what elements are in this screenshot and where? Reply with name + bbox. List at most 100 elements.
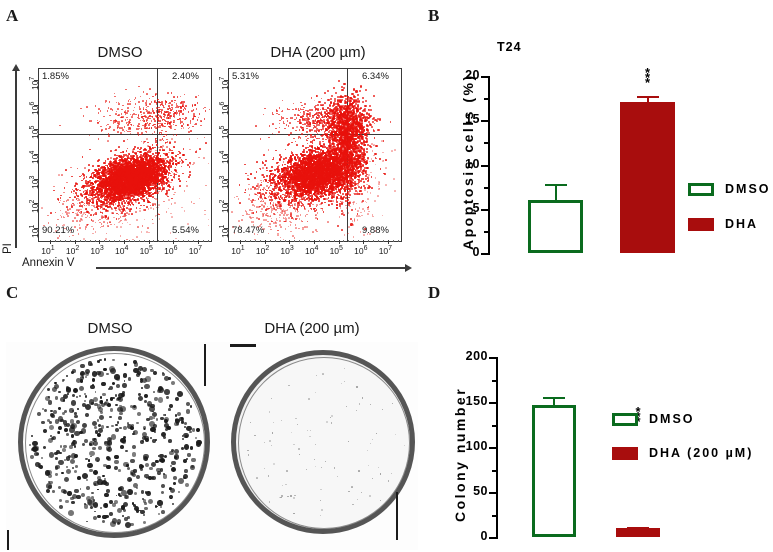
- flow-data-point: [90, 187, 92, 189]
- flow-x-tick-label: 106: [164, 245, 177, 256]
- flow-data-point: [68, 212, 70, 214]
- flow-data-point: [148, 232, 150, 234]
- flow-data-point: [180, 96, 182, 98]
- flow-data-point: [74, 217, 76, 219]
- flow-data-point: [125, 215, 127, 217]
- flow-data-point: [138, 86, 140, 88]
- flow-data-point: [85, 214, 87, 216]
- flow-data-point: [89, 177, 91, 179]
- flow-data-point: [79, 205, 81, 207]
- flow-data-point: [158, 180, 160, 182]
- flow-data-point: [58, 174, 60, 176]
- flow-data-point: [133, 113, 135, 115]
- flow-data-point: [111, 191, 113, 193]
- flow-y-tick-label: 103: [29, 175, 40, 188]
- flow-data-point: [152, 196, 154, 198]
- flow-data-point: [118, 222, 120, 224]
- flow-data-point: [161, 117, 163, 119]
- flow-data-point: [154, 131, 156, 133]
- flow-data-point: [107, 198, 109, 200]
- flow-data-point: [91, 120, 93, 122]
- flow-data-point: [143, 112, 145, 114]
- flow-data-point: [93, 176, 95, 178]
- flow-data-point: [167, 111, 169, 113]
- flow-data-point: [184, 94, 186, 96]
- flow-data-point: [140, 205, 142, 207]
- flow-data-point: [132, 159, 134, 161]
- flow-data-point: [182, 154, 184, 156]
- flow-data-point: [75, 182, 77, 184]
- flow-data-point: [160, 166, 162, 168]
- flow-data-point: [143, 205, 145, 207]
- flow-data-point: [118, 214, 120, 216]
- flow-data-point: [155, 198, 157, 200]
- flow-data-point: [129, 157, 131, 159]
- flow-data-point: [151, 166, 153, 168]
- flow-data-point: [92, 197, 94, 199]
- flow-data-point: [127, 110, 129, 112]
- flow-data-point: [180, 110, 182, 112]
- flow-data-point: [146, 132, 148, 134]
- flow-data-point: [154, 120, 156, 122]
- flow-data-point: [71, 205, 73, 207]
- flow-data-point: [92, 201, 94, 203]
- flow-data-point: [64, 187, 66, 189]
- flow-data-point: [97, 122, 99, 124]
- flow-data-point: [118, 146, 120, 148]
- flow-data-point: [118, 175, 120, 177]
- flow-data-point: [53, 186, 55, 188]
- flow-data-point: [62, 203, 64, 205]
- flow-data-point: [162, 147, 164, 149]
- flow-data-point: [103, 187, 105, 189]
- flow-data-point: [110, 120, 112, 122]
- flow-data-point: [110, 157, 112, 159]
- flow-data-point: [185, 108, 187, 110]
- flow-data-point: [62, 213, 64, 215]
- flow-x-minor-tick: [144, 240, 145, 242]
- flow-data-point: [124, 190, 126, 192]
- flow-data-point: [161, 123, 163, 125]
- flow-data-point: [182, 173, 184, 175]
- flow-data-point: [77, 229, 79, 231]
- flow-data-point: [144, 125, 146, 127]
- flow-data-point: [115, 186, 117, 188]
- flow-data-point: [117, 194, 119, 196]
- flow-data-point: [115, 120, 117, 122]
- flow-data-point: [142, 225, 144, 227]
- flow-data-point: [134, 107, 136, 109]
- flow-data-point: [83, 175, 85, 177]
- flow-data-point: [143, 143, 145, 145]
- flow-data-point: [105, 128, 107, 130]
- flow-data-point: [179, 115, 181, 117]
- flow-data-point: [174, 129, 176, 131]
- flow-data-point: [174, 158, 176, 160]
- flow-data-point: [122, 198, 124, 200]
- quadrant-divider-horizontal: [39, 134, 211, 135]
- flow-data-point: [172, 179, 174, 181]
- flow-data-point: [149, 146, 151, 148]
- flow-data-point: [104, 208, 106, 210]
- flow-y-tick-label: 101: [29, 224, 40, 237]
- flow-data-point: [140, 111, 142, 113]
- flow-data-point: [115, 210, 117, 212]
- flow-data-point: [157, 168, 159, 170]
- flow-data-point: [170, 182, 172, 184]
- flow-data-point: [158, 170, 160, 172]
- flow-data-point: [102, 195, 104, 197]
- flow-data-point: [122, 105, 124, 107]
- flow-data-point: [151, 101, 153, 103]
- flow-data-point: [155, 127, 157, 129]
- flow-data-point: [132, 149, 134, 151]
- flow-data-point: [167, 141, 169, 143]
- flow-data-point: [103, 192, 105, 194]
- flow-data-point: [90, 214, 92, 216]
- flow-data-point: [144, 127, 146, 129]
- flow-data-point: [169, 112, 171, 114]
- flow-data-point: [138, 101, 140, 103]
- flow-x-tick-label: 105: [140, 245, 153, 256]
- flow-data-point: [109, 115, 111, 117]
- flow-data-point: [121, 195, 123, 197]
- flow-data-point: [156, 186, 158, 188]
- flow-data-point: [147, 112, 149, 114]
- flow-data-point: [174, 192, 176, 194]
